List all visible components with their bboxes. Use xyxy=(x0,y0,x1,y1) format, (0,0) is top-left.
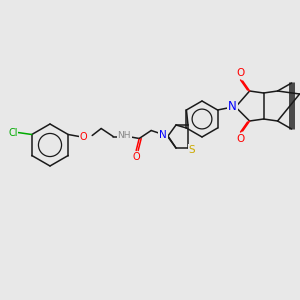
Text: O: O xyxy=(132,152,140,163)
Text: S: S xyxy=(189,145,195,155)
Text: NH: NH xyxy=(117,131,131,140)
Text: N: N xyxy=(228,100,237,113)
Text: O: O xyxy=(236,68,245,78)
Text: O: O xyxy=(80,131,87,142)
Text: Cl: Cl xyxy=(8,128,18,137)
Text: O: O xyxy=(236,134,245,144)
Text: N: N xyxy=(159,130,167,140)
Text: S: S xyxy=(160,130,166,140)
